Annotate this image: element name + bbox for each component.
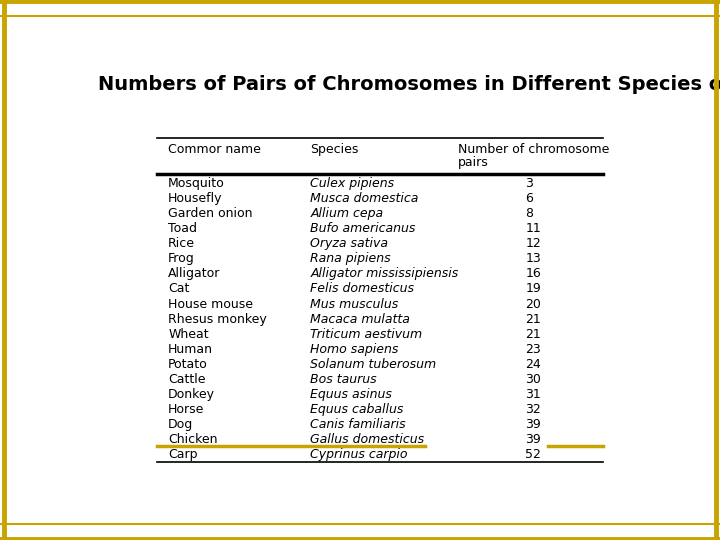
Text: Potato: Potato: [168, 358, 208, 371]
Text: Commor name: Commor name: [168, 144, 261, 157]
Text: Oryza sativa: Oryza sativa: [310, 237, 388, 250]
Text: Numbers of Pairs of Chromosomes in Different Species of Plants and Animals: Numbers of Pairs of Chromosomes in Diffe…: [99, 75, 720, 94]
Text: Gallus domesticus: Gallus domesticus: [310, 433, 425, 447]
Text: Homo sapiens: Homo sapiens: [310, 343, 399, 356]
Text: Macaca mulatta: Macaca mulatta: [310, 313, 410, 326]
Text: 32: 32: [526, 403, 541, 416]
Text: 31: 31: [526, 388, 541, 401]
Text: Rice: Rice: [168, 237, 195, 250]
Text: 8: 8: [526, 207, 534, 220]
Text: Donkey: Donkey: [168, 388, 215, 401]
Text: pairs: pairs: [459, 156, 489, 169]
Text: Mus musculus: Mus musculus: [310, 298, 399, 310]
Text: Solanum tuberosum: Solanum tuberosum: [310, 358, 436, 371]
Text: Number of chromosome: Number of chromosome: [459, 144, 610, 157]
Text: 12: 12: [526, 237, 541, 250]
Text: Alligator: Alligator: [168, 267, 220, 280]
Text: Alligator mississipiensis: Alligator mississipiensis: [310, 267, 459, 280]
Text: Housefly: Housefly: [168, 192, 222, 205]
Text: Horse: Horse: [168, 403, 204, 416]
Text: Wheat: Wheat: [168, 328, 209, 341]
Text: Toad: Toad: [168, 222, 197, 235]
Text: 39: 39: [526, 418, 541, 431]
Text: Culex pipiens: Culex pipiens: [310, 177, 395, 190]
Text: Cat: Cat: [168, 282, 189, 295]
Text: Bufo americanus: Bufo americanus: [310, 222, 415, 235]
Text: Musca domestica: Musca domestica: [310, 192, 419, 205]
Text: Triticum aestivum: Triticum aestivum: [310, 328, 423, 341]
Text: 11: 11: [526, 222, 541, 235]
Text: 39: 39: [526, 433, 541, 447]
Text: 30: 30: [526, 373, 541, 386]
Text: 3: 3: [526, 177, 533, 190]
Text: Bos taurus: Bos taurus: [310, 373, 377, 386]
Text: Mosquito: Mosquito: [168, 177, 225, 190]
Text: Carp: Carp: [168, 448, 197, 461]
Text: Garden onion: Garden onion: [168, 207, 253, 220]
Text: 23: 23: [526, 343, 541, 356]
Text: 6: 6: [526, 192, 533, 205]
Text: Dog: Dog: [168, 418, 194, 431]
Text: Rana pipiens: Rana pipiens: [310, 252, 391, 265]
Text: 20: 20: [526, 298, 541, 310]
Text: Human: Human: [168, 343, 213, 356]
Text: 21: 21: [526, 328, 541, 341]
Text: Allium cepa: Allium cepa: [310, 207, 384, 220]
Text: Cattle: Cattle: [168, 373, 206, 386]
Text: 24: 24: [526, 358, 541, 371]
Text: Frog: Frog: [168, 252, 195, 265]
Text: House mouse: House mouse: [168, 298, 253, 310]
Text: 52: 52: [526, 448, 541, 461]
Text: Species: Species: [310, 144, 359, 157]
Text: 13: 13: [526, 252, 541, 265]
Text: Rhesus monkey: Rhesus monkey: [168, 313, 267, 326]
Text: 21: 21: [526, 313, 541, 326]
Text: 19: 19: [526, 282, 541, 295]
Text: 16: 16: [526, 267, 541, 280]
Text: Chicken: Chicken: [168, 433, 217, 447]
Text: Equus asinus: Equus asinus: [310, 388, 392, 401]
Text: Equus caballus: Equus caballus: [310, 403, 404, 416]
Text: Cyprinus carpio: Cyprinus carpio: [310, 448, 408, 461]
Text: Canis familiaris: Canis familiaris: [310, 418, 406, 431]
Text: Felis domesticus: Felis domesticus: [310, 282, 415, 295]
